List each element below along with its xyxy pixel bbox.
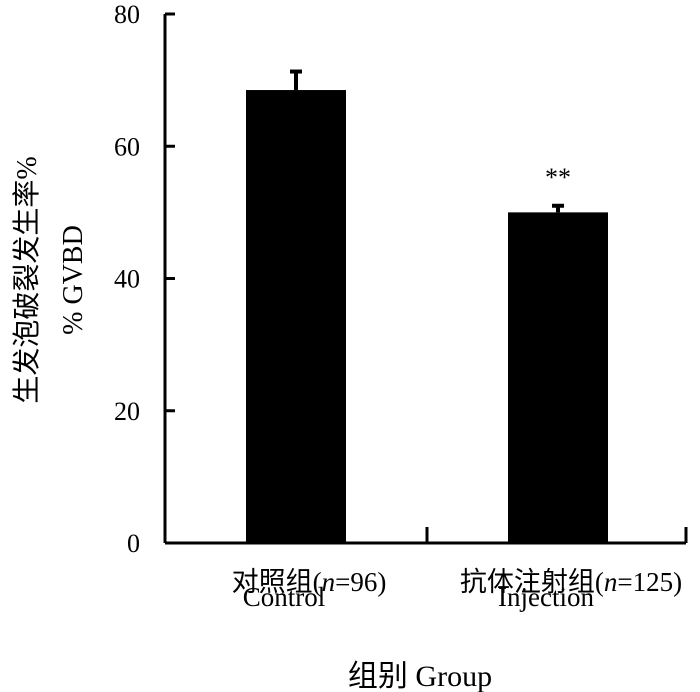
x-category-label-cn: 对照组(n=96): [232, 567, 387, 597]
x-category-label-cn: 抗体注射组(n=125): [460, 567, 682, 597]
bar-injection: [508, 212, 608, 543]
y-tick-label: 80: [114, 0, 140, 29]
category-n-letter: n: [604, 567, 618, 597]
category-n-value: =96): [335, 567, 386, 597]
y-tick-label: 20: [114, 397, 140, 426]
significance-annotation: **: [545, 163, 571, 192]
y-axis-title-en: % GVBD: [58, 225, 89, 335]
x-category-label-en: Injection: [498, 582, 594, 612]
y-tick-label: 40: [114, 265, 140, 294]
x-category-label-en: Control: [243, 582, 326, 612]
category-n-letter: n: [322, 567, 336, 597]
category-label-cn-text: 抗体注射组(: [460, 567, 604, 597]
bars: [246, 69, 608, 543]
y-axis-title-cn: 生发泡破裂发生率%: [11, 156, 43, 403]
category-n-value: =125): [617, 567, 682, 597]
category-label-cn-text: 对照组(: [232, 567, 322, 597]
labels: 对照组(n=96)Control**抗体注射组(n=125)Injection组…: [11, 156, 682, 692]
y-axis: 0 20 40 60 80: [114, 0, 175, 558]
bar-control: [246, 90, 346, 543]
x-axis-title: 组别 Group: [348, 660, 492, 692]
y-tick-label: 0: [127, 529, 140, 558]
y-tick-label: 60: [114, 132, 140, 161]
